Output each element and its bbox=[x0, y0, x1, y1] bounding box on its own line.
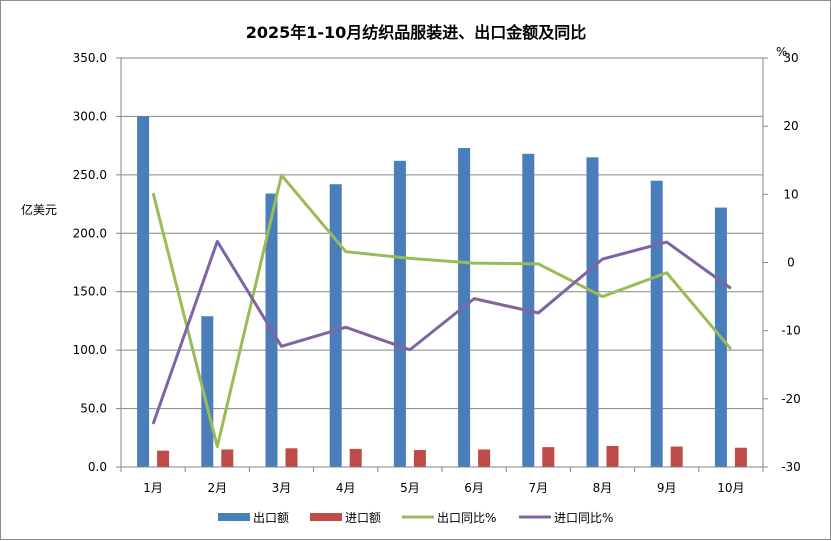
bar-import bbox=[478, 449, 491, 467]
y-axis-right-label: % bbox=[776, 45, 787, 59]
x-tick-label: 7月 bbox=[528, 481, 548, 495]
gridlines bbox=[121, 57, 763, 410]
bar-import bbox=[285, 448, 298, 467]
y-right-tick-label: 20 bbox=[783, 119, 798, 133]
legend-swatch bbox=[218, 513, 250, 521]
legend-label: 出口额 bbox=[253, 511, 289, 525]
legend-label: 进口额 bbox=[345, 511, 381, 525]
y-right-tick-label: -10 bbox=[781, 324, 801, 338]
bar-import bbox=[221, 449, 234, 467]
y-right-tick-label: -20 bbox=[781, 392, 801, 406]
legend-label: 进口同比% bbox=[554, 511, 613, 525]
x-tick-label: 4月 bbox=[336, 481, 356, 495]
bar-import bbox=[606, 445, 619, 467]
x-tick-label: 10月 bbox=[717, 481, 744, 495]
x-tick-label: 1月 bbox=[143, 481, 163, 495]
y-axis-left-label: 亿美元 bbox=[21, 202, 57, 217]
y-left-tick-label: 150.0 bbox=[73, 285, 107, 299]
bar-export bbox=[137, 116, 150, 467]
bar-export bbox=[650, 180, 663, 467]
y-left-tick-label: 300.0 bbox=[73, 109, 107, 123]
x-tick-label: 5月 bbox=[400, 481, 420, 495]
x-tick-label: 9月 bbox=[657, 481, 677, 495]
bar-export bbox=[201, 316, 214, 467]
x-tick-label: 3月 bbox=[272, 481, 292, 495]
y-right-tick-label: 0 bbox=[787, 256, 795, 270]
y-left-tick-label: 50.0 bbox=[80, 402, 107, 416]
y-right-tick-label: 10 bbox=[783, 187, 798, 201]
y-right-tick-label: 30 bbox=[783, 51, 798, 65]
x-tick-label: 8月 bbox=[593, 481, 613, 495]
bar-import bbox=[670, 446, 683, 467]
legend: 出口额 进口额 出口同比% 进口同比% bbox=[218, 511, 613, 525]
line-export-yoy bbox=[151, 173, 733, 449]
bar-export bbox=[586, 157, 599, 468]
y-left-tick-label: 250.0 bbox=[73, 168, 107, 182]
y-left-tick-label: 200.0 bbox=[73, 226, 107, 240]
y-left-tick-label: 350.0 bbox=[73, 51, 107, 65]
y-left-tick-label: 0.0 bbox=[88, 460, 107, 474]
legend-swatch bbox=[310, 513, 342, 521]
y-right-tick-label: -30 bbox=[781, 460, 801, 474]
lines bbox=[151, 173, 733, 449]
axes: 0.0 50.0 100.0 150.0 200.0 250.0 300.0 350.0 -30… bbox=[73, 51, 801, 495]
x-tick-label: 2月 bbox=[207, 481, 227, 495]
x-tick-label: 6月 bbox=[464, 481, 484, 495]
bar-import bbox=[349, 448, 362, 467]
bar-import bbox=[734, 447, 747, 467]
bar-import bbox=[542, 447, 555, 467]
bar-import bbox=[413, 450, 426, 467]
chart-title: 2025年1-10月纺织品服装进、出口金额及同比 bbox=[246, 23, 587, 42]
line-import-yoy bbox=[151, 239, 732, 425]
legend-label: 出口同比% bbox=[437, 511, 496, 525]
bar-import bbox=[157, 450, 170, 467]
bar-export bbox=[329, 184, 342, 467]
y-left-tick-label: 100.0 bbox=[73, 343, 107, 357]
bar-export bbox=[393, 160, 406, 467]
